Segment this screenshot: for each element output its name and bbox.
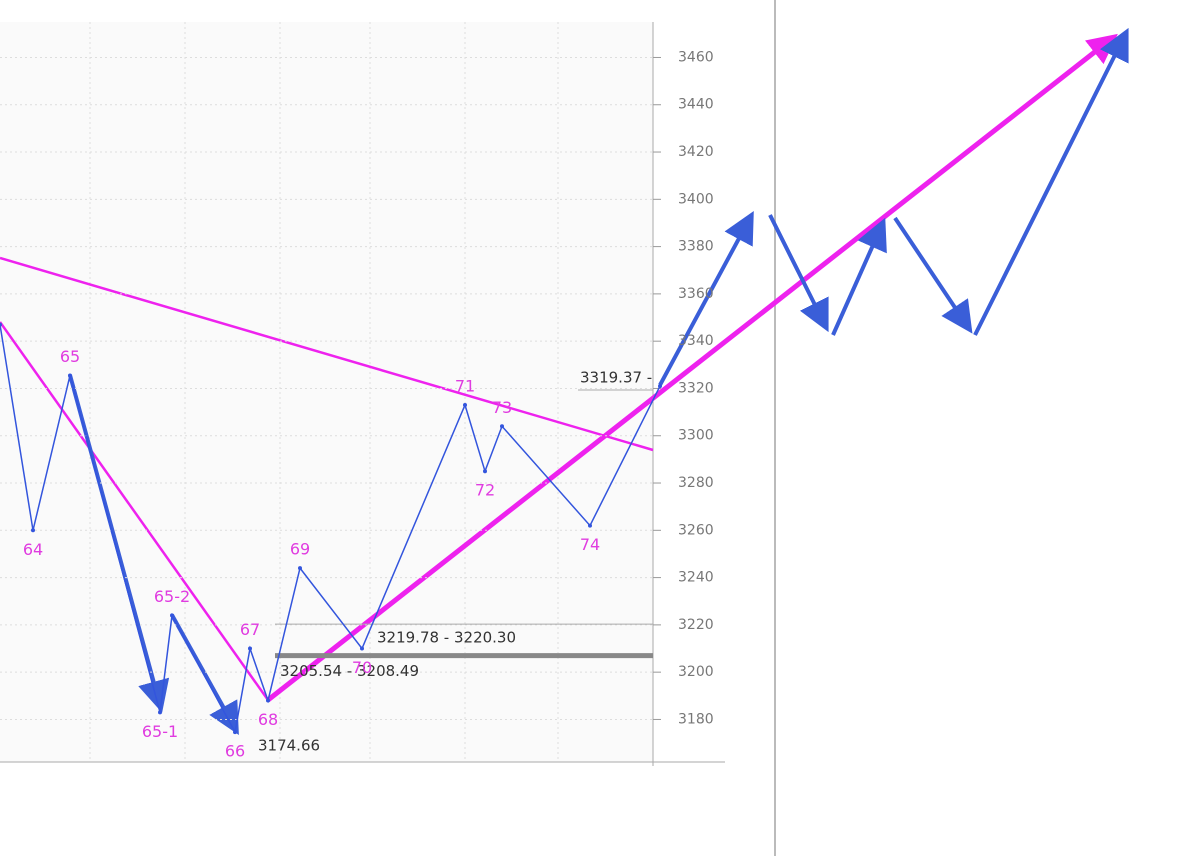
- pivot: [658, 384, 662, 389]
- pivot: [266, 698, 270, 703]
- pivot-label: 67: [240, 620, 260, 639]
- pivot: [248, 646, 252, 651]
- level-label: 3319.37 -: [580, 368, 652, 386]
- pivot-label: 66: [225, 742, 245, 761]
- pivot: [233, 730, 237, 735]
- pivot: [31, 528, 35, 533]
- y-tick-label: 3220: [678, 617, 714, 633]
- pivot: [158, 710, 162, 715]
- y-tick-label: 3180: [678, 711, 714, 727]
- pivot-label: 74: [580, 535, 600, 554]
- y-tick-label: 3260: [678, 522, 714, 538]
- plot-area: [0, 22, 653, 762]
- y-tick-label: 3320: [678, 380, 714, 396]
- pivot: [360, 646, 364, 651]
- y-tick-label: 3240: [678, 570, 714, 586]
- pivot-label: 70: [352, 658, 372, 677]
- pivot: [463, 403, 467, 408]
- y-tick-label: 3340: [678, 333, 714, 349]
- pivot: [483, 469, 487, 474]
- pivot-label: 68: [258, 710, 278, 729]
- y-tick-label: 3300: [678, 428, 714, 444]
- y-tick-label: 3400: [678, 191, 714, 207]
- pivot: [68, 373, 72, 378]
- pivot-label: 73: [492, 398, 512, 417]
- pivot: [500, 424, 504, 429]
- pivot: [170, 613, 174, 618]
- pivot-label: 72: [475, 481, 495, 500]
- pivot-label: 65: [60, 347, 80, 366]
- pivot: [588, 523, 592, 528]
- level-label: 3219.78 - 3220.30: [377, 629, 516, 647]
- y-tick-label: 3280: [678, 475, 714, 491]
- pivot-label: 64: [23, 540, 43, 559]
- pivot: [298, 566, 302, 571]
- level-label: 3205.54 - 3208.49: [280, 662, 419, 680]
- y-tick-label: 3440: [678, 97, 714, 113]
- y-tick-label: 3360: [678, 286, 714, 302]
- y-tick-label: 3200: [678, 664, 714, 680]
- pivot-label: 65-2: [154, 587, 190, 606]
- y-tick-label: 3420: [678, 144, 714, 160]
- pivot-label: 71: [455, 377, 475, 396]
- level-label: 3174.66: [258, 737, 320, 755]
- y-tick-label: 3460: [678, 49, 714, 65]
- trend-lines: [0, 33, 1118, 702]
- pivot-label: 69: [290, 540, 310, 559]
- y-tick-label: 3380: [678, 239, 714, 255]
- pivot: [0, 322, 2, 327]
- pivot-label: 65-1: [142, 722, 178, 741]
